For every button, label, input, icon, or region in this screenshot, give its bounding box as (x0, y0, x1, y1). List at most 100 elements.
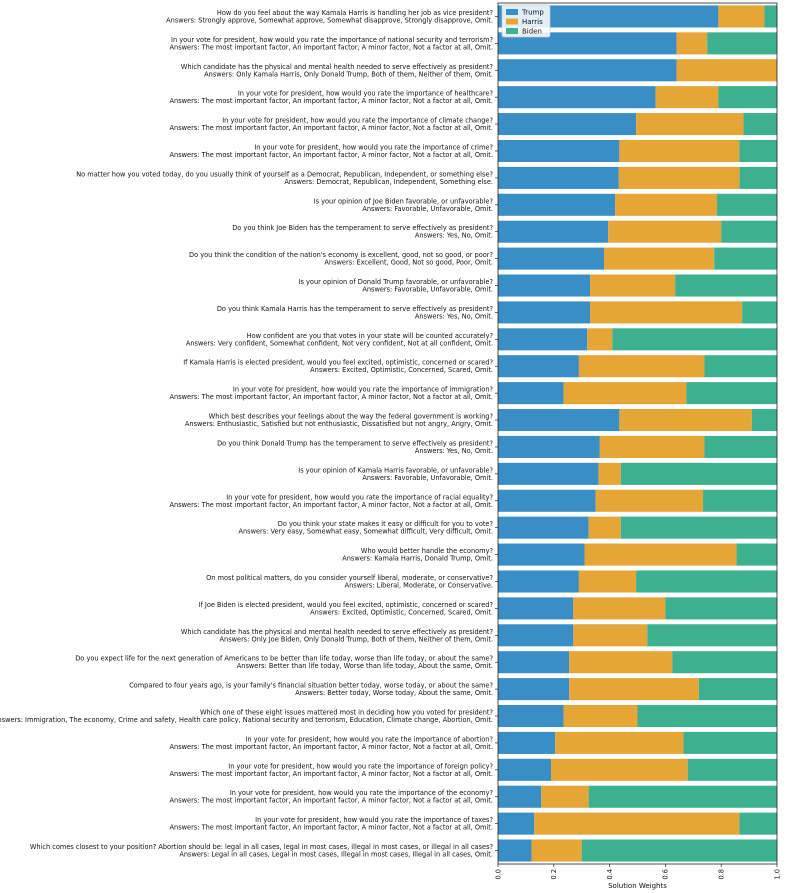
bar-biden-11 (675, 274, 777, 297)
question-text-20: Do you think your state makes it easy or… (278, 520, 494, 528)
question-text-31: In your vote for president, how would yo… (255, 816, 493, 824)
bar-biden-24 (647, 624, 777, 647)
bar-biden-20 (620, 516, 777, 539)
bar-biden-19 (703, 489, 777, 512)
bar-biden-18 (620, 462, 777, 485)
question-text-1: How do you feel about the way Kamala Har… (217, 9, 494, 17)
answer-text-30: Answers: The most important factor, An i… (170, 797, 493, 805)
bar-harris-23 (573, 597, 666, 620)
answer-text-20: Answers: Very easy, Somewhat easy, Somew… (238, 528, 493, 536)
bar-trump-5 (498, 113, 637, 136)
bar-harris-27 (563, 704, 638, 728)
legend-swatch-harris (506, 18, 518, 25)
answer-text-24: Answers: Only Joe Biden, Only Donald Tru… (220, 635, 494, 643)
bar-trump-26 (498, 678, 570, 701)
bar-harris-9 (608, 220, 722, 243)
bar-trump-11 (498, 274, 591, 297)
answer-text-15: Answers: The most important factor, An i… (170, 393, 493, 401)
bar-trump-4 (498, 86, 656, 109)
answer-text-18: Answers: Favorable, Unfavorable, Omit. (362, 474, 493, 482)
bar-trump-30 (498, 785, 542, 808)
legend-label-trump: Trump (521, 9, 544, 17)
question-text-24: Which candidate has the physical and men… (181, 628, 494, 636)
bar-trump-24 (498, 624, 574, 647)
x-axis: 0.0 0.2 0.4 0.6 0.8 1.0 (494, 16, 781, 880)
bar-biden-1 (764, 5, 777, 28)
bar-trump-23 (498, 597, 574, 620)
bar-trump-3 (498, 59, 677, 82)
question-text-22: On most political matters, do you consid… (206, 574, 493, 582)
bar-biden-9 (721, 220, 777, 243)
answer-text-25: Answers: Better than life today, Worse t… (237, 662, 493, 670)
answer-text-22: Answers: Liberal, Moderate, or Conservat… (345, 581, 493, 589)
question-text-30: In your vote for president, how would yo… (230, 789, 494, 797)
question-text-8: Is your opinion of Joe Biden favorable, … (314, 197, 494, 205)
answer-text-28: Answers: The most important factor, An i… (170, 743, 493, 751)
bar-biden-21 (736, 543, 777, 566)
bar-biden-26 (698, 678, 777, 701)
answer-text-4: Answers: The most important factor, An i… (170, 97, 493, 105)
bar-harris-3 (676, 59, 777, 82)
bar-harris-26 (569, 678, 699, 701)
answer-text-21: Answers: Kamala Harris, Donald Trump, Om… (342, 555, 493, 563)
answer-text-12: Answers: Yes, No, Omit. (415, 312, 493, 320)
bar-harris-5 (636, 113, 744, 136)
answer-text-5: Answers: The most important factor, An i… (170, 124, 493, 132)
bar-harris-6 (619, 139, 740, 163)
bar-harris-14 (578, 355, 705, 378)
question-text-19: In your vote for president, how would yo… (226, 493, 493, 501)
answer-text-1: Answers: Strongly approve, Somewhat appr… (166, 16, 493, 24)
answer-text-9: Answers: Yes, No, Omit. (415, 232, 493, 240)
bar-biden-8 (717, 193, 777, 216)
question-text-2: In your vote for president, how would yo… (171, 36, 493, 44)
bar-harris-30 (541, 785, 589, 808)
answer-text-26: Answers: Better today, Worse today, Abou… (295, 689, 493, 697)
bar-trump-17 (498, 435, 600, 458)
bar-biden-5 (743, 113, 777, 136)
question-text-12: Do you think Kamala Harris has the tempe… (217, 305, 494, 313)
bar-harris-25 (569, 651, 673, 674)
x-axis-title: Solution Weights (608, 882, 667, 890)
bar-trump-13 (498, 328, 588, 351)
question-text-16: Which best describes your feelings about… (209, 413, 494, 421)
bar-trump-21 (498, 543, 585, 566)
bar-harris-31 (534, 812, 740, 835)
bar-harris-13 (587, 328, 613, 351)
bar-harris-10 (604, 247, 715, 270)
bar-harris-29 (551, 758, 688, 781)
legend-label-harris: Harris (522, 18, 543, 26)
bar-trump-16 (498, 409, 620, 432)
bar-biden-30 (588, 785, 777, 808)
question-text-4: In your vote for president, how would yo… (238, 90, 494, 98)
bar-biden-32 (581, 839, 777, 862)
bar-biden-13 (612, 328, 777, 351)
x-tick-label-5: 1.0 (773, 869, 781, 880)
answer-text-13: Answers: Very confident, Somewhat confid… (186, 339, 493, 347)
bar-harris-32 (531, 839, 582, 862)
question-labels: How do you feel about the way Kamala Har… (0, 9, 493, 859)
x-tick-label-3: 0.6 (662, 869, 670, 880)
answer-text-27: Answers: Immigration, The economy, Crime… (0, 716, 493, 724)
bar-trump-31 (498, 812, 535, 835)
bar-trump-28 (498, 731, 556, 754)
bar-biden-10 (714, 247, 777, 270)
question-text-17: Do you think Donald Trump has the temper… (217, 439, 493, 447)
question-text-9: Do you think Joe Biden has the temperame… (232, 224, 493, 232)
bar-trump-9 (498, 220, 609, 243)
bar-biden-22 (636, 570, 777, 593)
bar-trump-12 (498, 301, 591, 324)
question-text-15: In your vote for president, how would yo… (233, 386, 494, 394)
bar-biden-31 (739, 812, 777, 835)
bar-harris-21 (584, 543, 737, 566)
answer-text-14: Answers: Excited, Optimistic, Concerned,… (310, 366, 493, 374)
bar-harris-2 (676, 32, 708, 55)
bar-trump-8 (498, 193, 616, 216)
answer-text-32: Answers: Legal in all cases, Legal in mo… (179, 851, 493, 859)
question-text-6: In your vote for president, how would yo… (254, 143, 493, 151)
bar-biden-25 (672, 651, 777, 674)
bar-harris-4 (655, 86, 719, 109)
bar-trump-14 (498, 355, 579, 378)
question-text-18: Is your opinion of Kamala Harris favorab… (298, 466, 493, 474)
x-tick-label-0: 0.0 (494, 869, 502, 880)
